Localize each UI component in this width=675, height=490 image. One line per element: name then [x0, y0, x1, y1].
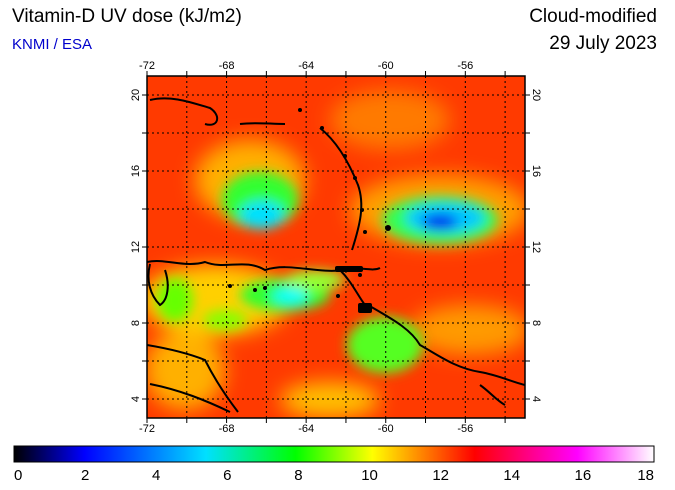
colorbar-labels: 0 2 4 6 8 10 12 14 16 18 — [14, 467, 654, 484]
lat-label-right: 12 — [530, 241, 542, 253]
lat-label-right: 20 — [530, 89, 542, 101]
lon-label-top: -56 — [457, 60, 473, 72]
colorbar-tick-label: 10 — [361, 467, 378, 484]
lon-label-top: -68 — [219, 60, 235, 72]
islands — [228, 108, 391, 313]
lon-label-top: -64 — [298, 60, 314, 72]
longitude-labels: -72 -72 -68 -68 -64 -64 -60 -60 -56 -56 — [139, 60, 473, 435]
map-tick-marks — [142, 71, 530, 423]
lat-label-right: 16 — [530, 165, 542, 177]
lon-label-bottom: -68 — [219, 423, 235, 435]
colorbar-tick-label: 16 — [575, 467, 592, 484]
lat-label-right: 8 — [530, 320, 542, 326]
latitude-labels: 4 4 8 8 12 12 16 16 20 20 — [130, 89, 542, 402]
lat-label-left: 16 — [130, 165, 142, 177]
lon-label-bottom: -64 — [298, 423, 314, 435]
lon-label-top: -60 — [378, 60, 394, 72]
lat-label-left: 20 — [130, 89, 142, 101]
lon-label-top: -72 — [139, 60, 155, 72]
colorbar-tick-label: 6 — [223, 467, 231, 484]
colorbar-tick-label: 4 — [152, 467, 160, 484]
lon-label-bottom: -60 — [378, 423, 394, 435]
colorbar-tick-label: 14 — [503, 467, 520, 484]
date-label: 29 July 2023 — [549, 33, 657, 54]
colorbar-tick-label: 0 — [14, 467, 22, 484]
lat-label-left: 12 — [130, 241, 142, 253]
lat-label-left: 4 — [130, 396, 142, 402]
lon-label-bottom: -72 — [139, 423, 155, 435]
map-title: Vitamin-D UV dose (kJ/m2) — [12, 6, 242, 27]
colorbar — [13, 445, 655, 463]
lat-label-right: 4 — [530, 396, 542, 402]
source-label: KNMI / ESA — [12, 36, 93, 53]
lat-label-left: 8 — [130, 320, 142, 326]
mode-label: Cloud-modified — [529, 6, 657, 27]
colorbar-tick-label: 2 — [81, 467, 89, 484]
colorbar-tick-label: 12 — [432, 467, 449, 484]
graticule — [147, 76, 525, 418]
colorbar-tick-label: 8 — [294, 467, 302, 484]
lon-label-bottom: -56 — [457, 423, 473, 435]
colorbar-tick-label: 18 — [637, 467, 654, 484]
